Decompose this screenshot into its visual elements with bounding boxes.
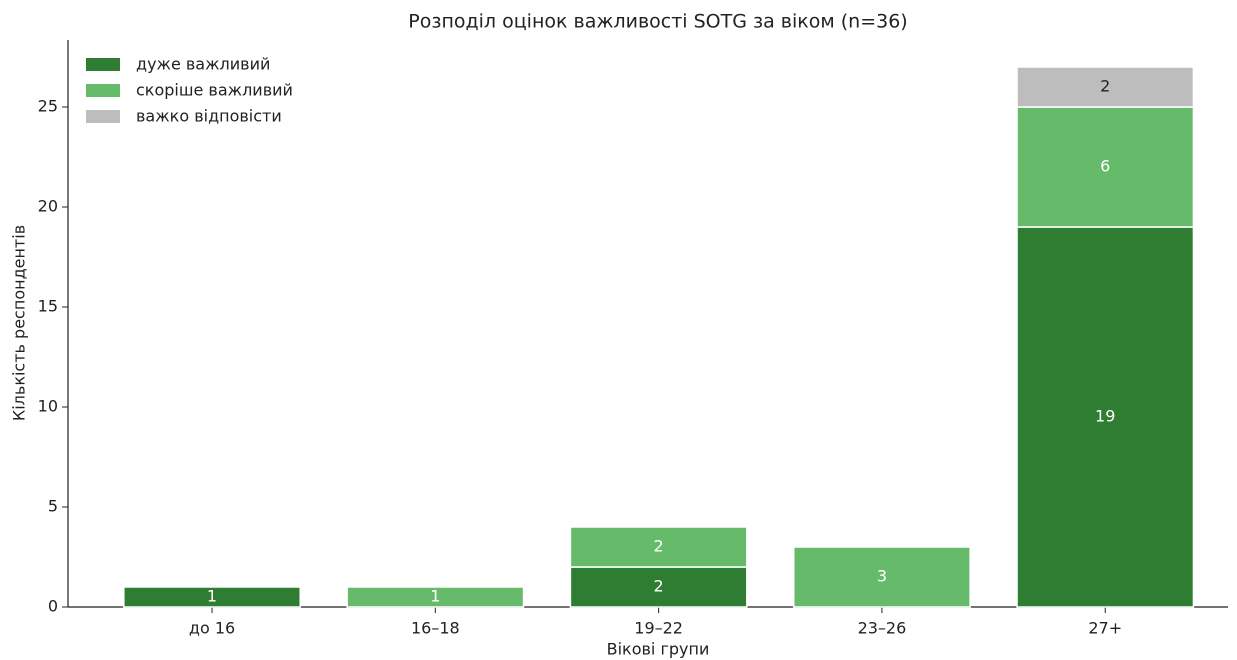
bar-segment (792, 546, 971, 608)
y-tick-label: 10 (38, 397, 58, 416)
bar-segment (123, 586, 301, 608)
data-label: 3 (877, 567, 887, 586)
x-tick-label: 19–22 (634, 619, 683, 638)
data-label: 1 (430, 587, 440, 606)
data-label: 2 (1100, 77, 1110, 96)
x-tick-label: 23–26 (858, 619, 907, 638)
legend-label: дуже важливий (136, 55, 270, 74)
x-tick-label: до 16 (189, 619, 235, 638)
data-label: 2 (654, 577, 664, 596)
x-tick-label: 27+ (1088, 619, 1122, 638)
data-label: 1 (207, 587, 217, 606)
data-label: 19 (1095, 407, 1115, 426)
x-axis-label: Вікові групи (607, 640, 710, 659)
bar-segment (1016, 106, 1195, 228)
data-label: 6 (1100, 157, 1110, 176)
y-tick-label: 25 (38, 97, 58, 116)
legend-label: важко відповісти (136, 107, 282, 126)
bar-segment (1016, 66, 1195, 108)
x-tick-label: 16–18 (411, 619, 460, 638)
legend-swatch (86, 58, 120, 71)
bar-segment (569, 526, 748, 568)
chart-title: Розподіл оцінок важливості SOTG за віком… (408, 11, 907, 33)
y-axis-label: Кількість респондентів (10, 225, 29, 421)
y-tick-label: 15 (38, 297, 58, 316)
y-tick-label: 20 (38, 197, 58, 216)
y-tick-label: 5 (48, 497, 58, 516)
bar-segment (569, 566, 748, 608)
y-tick-label: 0 (48, 597, 58, 616)
legend-swatch (86, 110, 120, 123)
legend-label: скоріше важливий (136, 81, 293, 100)
data-label: 2 (654, 537, 664, 556)
legend-swatch (86, 84, 120, 97)
bar-segment (1016, 226, 1195, 608)
bar-segment (346, 586, 525, 608)
